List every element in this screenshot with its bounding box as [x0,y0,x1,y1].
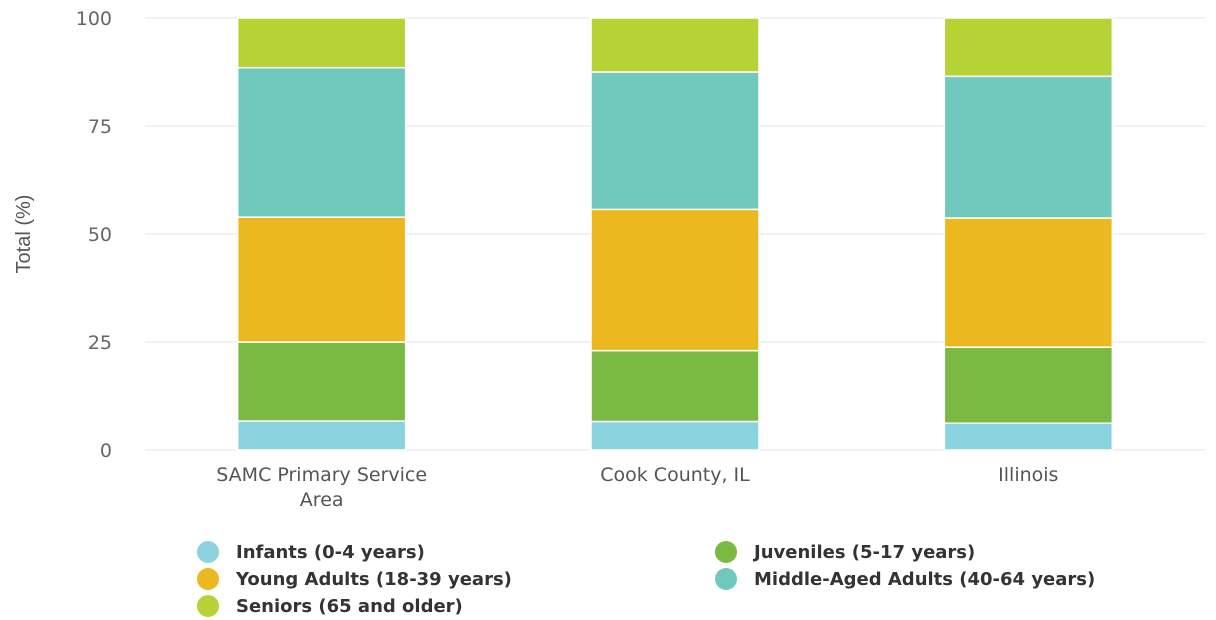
bar-segment [236,341,407,422]
legend-swatch [197,568,219,590]
bar-segment [590,349,760,423]
legend-item[interactable]: Seniors (65 and older) [197,595,463,617]
y-tick-label: 50 [88,224,112,246]
legend-label: Juveniles (5-17 years) [752,542,975,563]
bar-segment [590,71,760,211]
x-category-label: Area [300,489,344,511]
legend-item[interactable]: Juveniles (5-17 years) [715,541,975,563]
x-category-label: Illinois [998,464,1058,486]
bar-segment [236,216,407,343]
legend-swatch [197,541,219,563]
legend-label: Seniors (65 and older) [236,596,463,617]
legend-label: Young Adults (18-39 years) [235,569,512,590]
y-tick-label: 0 [100,440,112,462]
legend-label: Infants (0-4 years) [236,542,425,563]
bar-segment [943,422,1114,451]
x-category-label: SAMC Primary Service [216,464,427,486]
legend-label: Middle-Aged Adults (40-64 years) [754,569,1095,590]
y-tick-label: 75 [88,116,112,138]
y-tick-label: 25 [88,332,112,354]
y-tick-label: 100 [76,8,112,30]
bar-segment [943,75,1114,219]
bar-segment [590,17,760,73]
legend-swatch [715,541,737,563]
bar-segment [943,346,1114,424]
bar-segment [943,17,1114,78]
x-axis-categories: SAMC Primary Service Area Cook County, IL I… [216,464,1058,511]
x-category-label: Cook County, IL [600,464,750,486]
legend-item[interactable]: Middle-Aged Adults (40-64 years) [715,568,1095,590]
bars [236,17,1114,451]
legend-swatch [197,595,219,617]
bar-segment [236,66,407,218]
y-axis-ticks: 0 25 50 75 100 [76,8,112,462]
legend: Infants (0-4 years) Juveniles (5-17 years… [197,541,1095,617]
bar-segment [590,420,760,451]
legend-swatch [715,568,737,590]
bar-segment [590,208,760,352]
bar-segment [236,420,407,451]
bar-segment [236,17,407,69]
bar-segment [943,217,1114,348]
legend-item[interactable]: Young Adults (18-39 years) [197,568,512,590]
y-axis-label: Total (%) [13,195,35,274]
legend-item[interactable]: Infants (0-4 years) [197,541,425,563]
